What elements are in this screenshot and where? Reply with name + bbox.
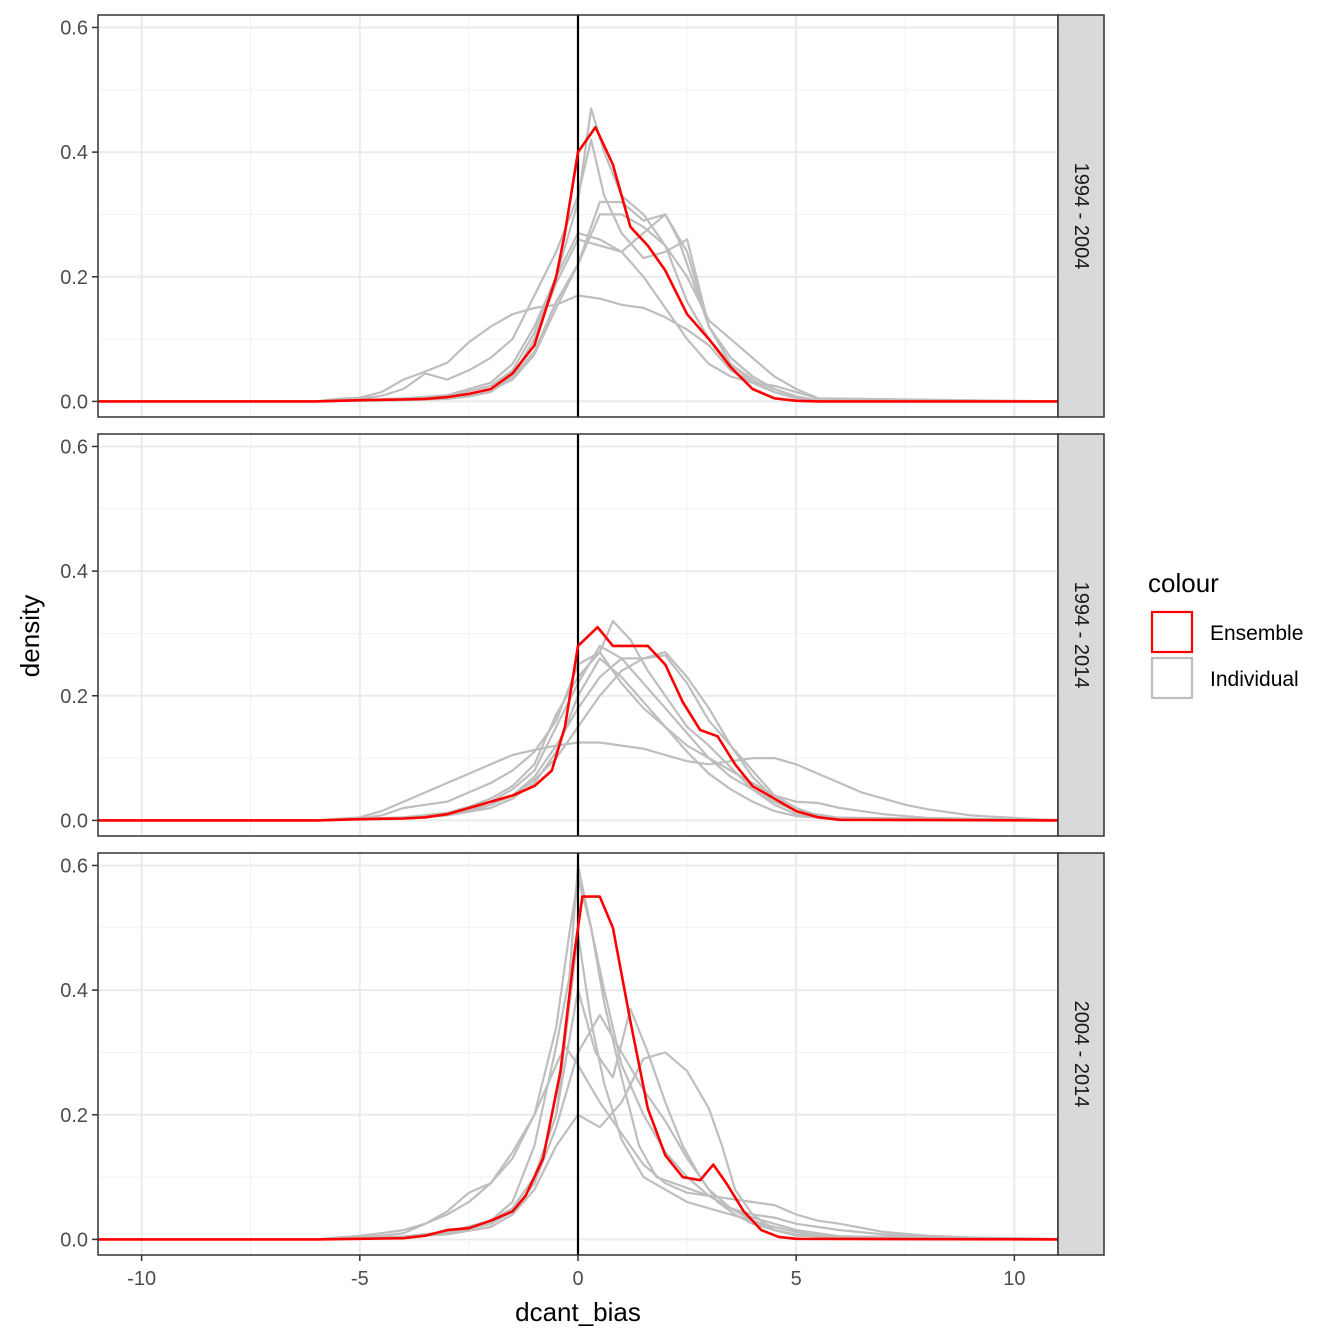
y-tick-label: 0.0 xyxy=(60,810,88,832)
legend-key xyxy=(1150,656,1194,700)
x-tick-label: 5 xyxy=(791,1268,802,1290)
x-tick-label: -10 xyxy=(127,1268,156,1290)
y-tick-label: 0.0 xyxy=(60,1229,88,1251)
y-tick-label: 0.6 xyxy=(60,17,88,39)
individual-line xyxy=(98,741,1058,822)
x-tick-label: 10 xyxy=(1003,1268,1025,1290)
ensemble-line xyxy=(98,895,1058,1241)
legend-title: colour xyxy=(1148,568,1219,598)
panel-lines xyxy=(98,15,1058,417)
facet-strip xyxy=(1057,852,1105,1256)
ensemble-line xyxy=(98,625,1058,822)
y-tick-label: 0.6 xyxy=(60,855,88,877)
legend-key xyxy=(1150,610,1194,654)
individual-line xyxy=(98,213,1058,403)
facet-panel: 0.0 0.2 0.4 0.6 1994 - 2004 xyxy=(60,14,1105,418)
legend: colour Ensemble Individual xyxy=(1148,568,1303,700)
x-tick-label: 0 xyxy=(572,1268,583,1290)
y-tick-label: 0.4 xyxy=(60,980,88,1002)
y-axis-title: density xyxy=(15,595,45,677)
y-tick-label: 0.4 xyxy=(60,561,88,583)
y-tick-label: 0.2 xyxy=(60,686,88,708)
facet-strip-label: 1994 - 2014 xyxy=(1070,582,1092,689)
facet-strip-label: 2004 - 2014 xyxy=(1070,1001,1092,1108)
panel-lines xyxy=(98,434,1058,836)
panels-layer: 0.0 0.2 0.4 0.6 1994 - 2004 0.0 0.2 0.4 0.6 1994 … xyxy=(60,14,1105,1256)
facet-panel: 0.0 0.2 0.4 0.6 1994 - 2014 xyxy=(60,433,1105,837)
panel-lines xyxy=(98,853,1058,1255)
y-tick-label: 0.6 xyxy=(60,436,88,458)
facet-strip xyxy=(1057,14,1105,418)
x-axis-title: dcant_bias xyxy=(515,1297,641,1327)
y-tick-label: 0.2 xyxy=(60,1105,88,1127)
ensemble-line xyxy=(98,125,1058,403)
individual-line xyxy=(98,1045,1058,1241)
facet-strip xyxy=(1057,433,1105,837)
y-tick-label: 0.4 xyxy=(60,142,88,164)
facet-strip-label: 1994 - 2004 xyxy=(1070,163,1092,270)
x-tick-label: -5 xyxy=(351,1268,369,1290)
individual-line xyxy=(98,876,1058,1241)
legend-label: Ensemble xyxy=(1210,622,1303,645)
legend-label: Individual xyxy=(1210,668,1299,691)
y-tick-label: 0.0 xyxy=(60,391,88,413)
y-tick-label: 0.2 xyxy=(60,267,88,289)
x-axis: -10 -5 0 5 10 xyxy=(127,1255,1025,1290)
facet-panel: 0.0 0.2 0.4 0.6 2004 - 2014 xyxy=(60,852,1105,1256)
